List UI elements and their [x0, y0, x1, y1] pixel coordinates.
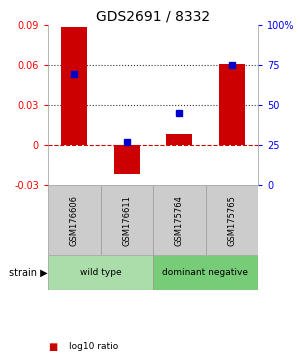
Bar [61, 28, 87, 145]
Bar [153, 255, 258, 290]
Text: ■: ■ [48, 342, 57, 352]
Text: log10 ratio: log10 ratio [69, 342, 118, 352]
Text: wild type: wild type [80, 268, 121, 277]
Bar [48, 255, 153, 290]
Text: GSM176606: GSM176606 [70, 195, 79, 246]
Bar [206, 185, 258, 255]
Bar [114, 145, 140, 175]
Bar [48, 185, 100, 255]
Text: dominant negative: dominant negative [163, 268, 248, 277]
Bar [166, 134, 192, 145]
Title: GDS2691 / 8332: GDS2691 / 8332 [96, 10, 210, 24]
Text: GSM175765: GSM175765 [227, 195, 236, 246]
Bar [219, 63, 245, 145]
Text: GSM176611: GSM176611 [122, 195, 131, 246]
Text: GSM175764: GSM175764 [175, 195, 184, 246]
Bar [100, 185, 153, 255]
Bar [153, 185, 206, 255]
Text: strain ▶: strain ▶ [9, 268, 48, 278]
